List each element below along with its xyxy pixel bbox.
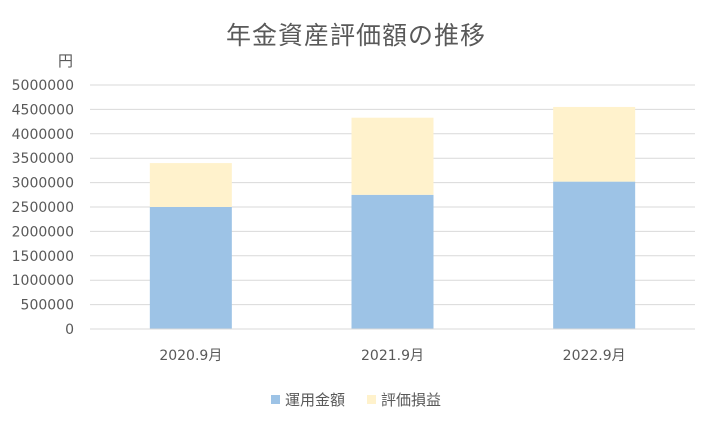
y-tick-label: 4000000 xyxy=(12,127,74,143)
bar-operating-amount xyxy=(553,181,636,329)
y-axis-unit: 円 xyxy=(58,52,74,70)
y-tick-label: 5000000 xyxy=(12,78,74,94)
bar-valuation-gain xyxy=(553,106,636,182)
y-tick-label: 1500000 xyxy=(12,249,74,265)
legend-swatch-valuation-gain xyxy=(367,395,376,404)
chart-title: 年金資産評価額の推移 xyxy=(225,21,486,50)
y-tick-label: 4500000 xyxy=(12,102,74,118)
bar-valuation-gain xyxy=(351,117,434,195)
y-tick-label: 3000000 xyxy=(12,176,74,192)
legend-label-operating-amount: 運用金額 xyxy=(284,391,345,409)
bar-valuation-gain xyxy=(149,163,232,207)
y-tick-label: 500000 xyxy=(21,298,74,314)
y-tick-label: 1000000 xyxy=(12,273,74,289)
y-tick-label: 2000000 xyxy=(12,224,74,240)
y-tick-label: 3500000 xyxy=(12,151,74,167)
legend-label-valuation-gain: 評価損益 xyxy=(381,391,442,409)
x-tick-label: 2020.9月 xyxy=(159,348,222,364)
x-tick-label: 2021.9月 xyxy=(361,348,424,364)
legend: 運用金額 評価損益 xyxy=(0,389,712,410)
bar-operating-amount xyxy=(149,207,232,329)
y-tick-label: 0 xyxy=(65,322,74,338)
bar-operating-amount xyxy=(351,194,434,329)
y-tick-label: 2500000 xyxy=(12,200,74,216)
axes: 0 500000 1000000 1500000 2000000 2500000 30000… xyxy=(12,78,695,364)
legend-item-operating-amount: 運用金額 xyxy=(270,389,345,410)
legend-swatch-operating-amount xyxy=(270,395,280,404)
legend-item-valuation-gain: 評価損益 xyxy=(367,389,441,410)
bars xyxy=(149,106,636,329)
x-tick-label: 2022.9月 xyxy=(563,348,626,364)
